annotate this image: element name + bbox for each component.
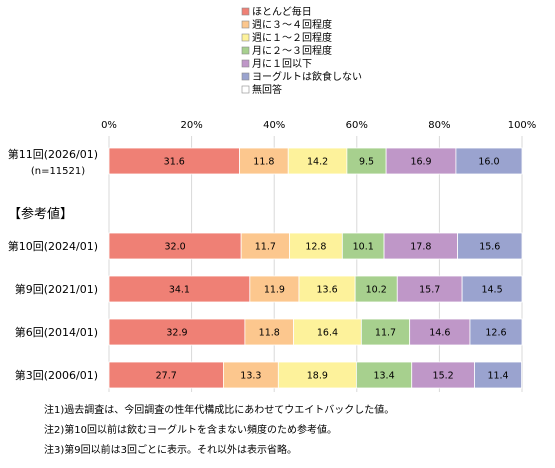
legend-swatch bbox=[241, 46, 250, 55]
bar-segment bbox=[108, 275, 251, 303]
legend-label: 無回答 bbox=[252, 83, 282, 96]
legend-label: 週に３～４回程度 bbox=[252, 18, 332, 31]
reference-section-label: 【参考値】 bbox=[8, 206, 73, 222]
bar-segment bbox=[223, 361, 279, 389]
data-label: 10.2 bbox=[366, 285, 387, 296]
data-label: 16.4 bbox=[317, 328, 338, 339]
data-label: 11.9 bbox=[264, 285, 285, 296]
bar-segment bbox=[346, 147, 387, 175]
data-label: 16.0 bbox=[478, 157, 499, 168]
legend-swatch bbox=[241, 33, 250, 42]
data-label: 12.8 bbox=[305, 242, 326, 253]
bars: 31.6 11.8 14.2 9.5 16.9 16.0 32.0 11.7 12.8 10.1 1… bbox=[108, 147, 523, 389]
bar-segment bbox=[469, 318, 523, 346]
data-label: 13.6 bbox=[316, 285, 337, 296]
legend-swatch bbox=[241, 72, 250, 81]
data-label: 13.3 bbox=[240, 371, 261, 382]
x-axis-ticks: 0% 20% 40% 60% 80% 100% bbox=[101, 120, 536, 131]
bar-segment bbox=[341, 232, 385, 260]
footnotes: 注1)過去調査は、今回調査の性年代構成比にあわせてウエイトバックした値。注2)第… bbox=[44, 403, 394, 456]
x-tick-label: 0% bbox=[101, 120, 117, 131]
category-label: 第3回(2006/01) bbox=[15, 368, 98, 382]
footnote: 注1)過去調査は、今回調査の性年代構成比にあわせてウエイトバックした値。 bbox=[44, 403, 394, 416]
bar-segment bbox=[385, 147, 457, 175]
data-label: 12.6 bbox=[485, 328, 506, 339]
data-label: 27.7 bbox=[156, 371, 177, 382]
bar-segment bbox=[461, 275, 523, 303]
data-label: 11.7 bbox=[375, 328, 396, 339]
bar-segment bbox=[108, 147, 240, 175]
gridlines bbox=[108, 136, 523, 392]
data-label: 32.9 bbox=[166, 328, 187, 339]
legend-swatch bbox=[241, 59, 250, 68]
bar-segment bbox=[293, 318, 362, 346]
footnote: 注3)第9回以前は3回ごとに表示。それ以外は表示省略。 bbox=[44, 443, 297, 456]
data-label: 18.9 bbox=[307, 371, 328, 382]
data-label: 13.4 bbox=[373, 371, 394, 382]
bar-segment bbox=[411, 361, 475, 389]
bar-segment bbox=[455, 147, 523, 175]
data-label: 31.6 bbox=[164, 157, 185, 168]
bar-segment bbox=[277, 361, 357, 389]
category-label: 第11回(2026/01) bbox=[8, 147, 98, 161]
legend-swatch bbox=[241, 7, 250, 16]
category-label: 第9回(2021/01) bbox=[15, 282, 98, 296]
data-label: 15.2 bbox=[433, 371, 454, 382]
data-label: 11.8 bbox=[253, 157, 274, 168]
legend-swatch bbox=[241, 85, 250, 94]
data-label: 14.2 bbox=[307, 157, 328, 168]
legend-label: 月に２～３回程度 bbox=[252, 44, 332, 57]
data-label: 10.1 bbox=[353, 242, 374, 253]
category-sublabel: (n=11521) bbox=[31, 166, 85, 177]
x-tick-label: 60% bbox=[346, 120, 368, 131]
data-label: 11.4 bbox=[487, 371, 508, 382]
x-tick-label: 80% bbox=[428, 120, 450, 131]
bar-segment bbox=[240, 232, 290, 260]
data-label: 9.5 bbox=[359, 157, 374, 168]
bar-segment bbox=[383, 232, 458, 260]
legend-label: ほとんど毎日 bbox=[252, 5, 312, 18]
data-label: 14.6 bbox=[429, 328, 450, 339]
bar-segment bbox=[108, 232, 242, 260]
x-tick-label: 40% bbox=[263, 120, 285, 131]
data-label: 16.9 bbox=[410, 157, 431, 168]
legend-label: 月に１回以下 bbox=[252, 58, 312, 70]
category-label: 第6回(2014/01) bbox=[15, 325, 98, 339]
data-label: 32.0 bbox=[165, 242, 186, 253]
data-label: 34.1 bbox=[169, 285, 190, 296]
bar-segment bbox=[249, 275, 300, 303]
category-labels: 第11回(2026/01) (n=11521) 第10回(2024/01) 第9回(2… bbox=[8, 147, 98, 382]
bar-segment bbox=[396, 275, 463, 303]
bar-segment bbox=[289, 232, 343, 260]
data-label: 11.8 bbox=[259, 328, 280, 339]
bar-segment bbox=[409, 318, 471, 346]
x-tick-label: 100% bbox=[508, 120, 537, 131]
data-label: 14.5 bbox=[481, 285, 502, 296]
bar-segment bbox=[474, 361, 522, 389]
bar-segment bbox=[355, 361, 413, 389]
x-tick-label: 20% bbox=[180, 120, 202, 131]
legend-swatch bbox=[241, 20, 250, 29]
legend-label: ヨーグルトは飲食しない bbox=[252, 70, 362, 83]
data-label: 15.7 bbox=[419, 285, 440, 296]
legend-label: 週に１～２回程度 bbox=[252, 31, 332, 44]
category-label: 第10回(2024/01) bbox=[8, 239, 98, 253]
bar-segment bbox=[457, 232, 523, 260]
data-label: 17.8 bbox=[410, 242, 431, 253]
legend: ほとんど毎日週に３～４回程度週に１～２回程度月に２～３回程度月に１回以下ヨーグル… bbox=[241, 5, 362, 96]
data-label: 15.6 bbox=[479, 242, 500, 253]
footnote: 注2)第10回以前は飲むヨーグルトを含まない頻度のため参考値。 bbox=[44, 423, 337, 436]
data-label: 11.7 bbox=[255, 242, 276, 253]
